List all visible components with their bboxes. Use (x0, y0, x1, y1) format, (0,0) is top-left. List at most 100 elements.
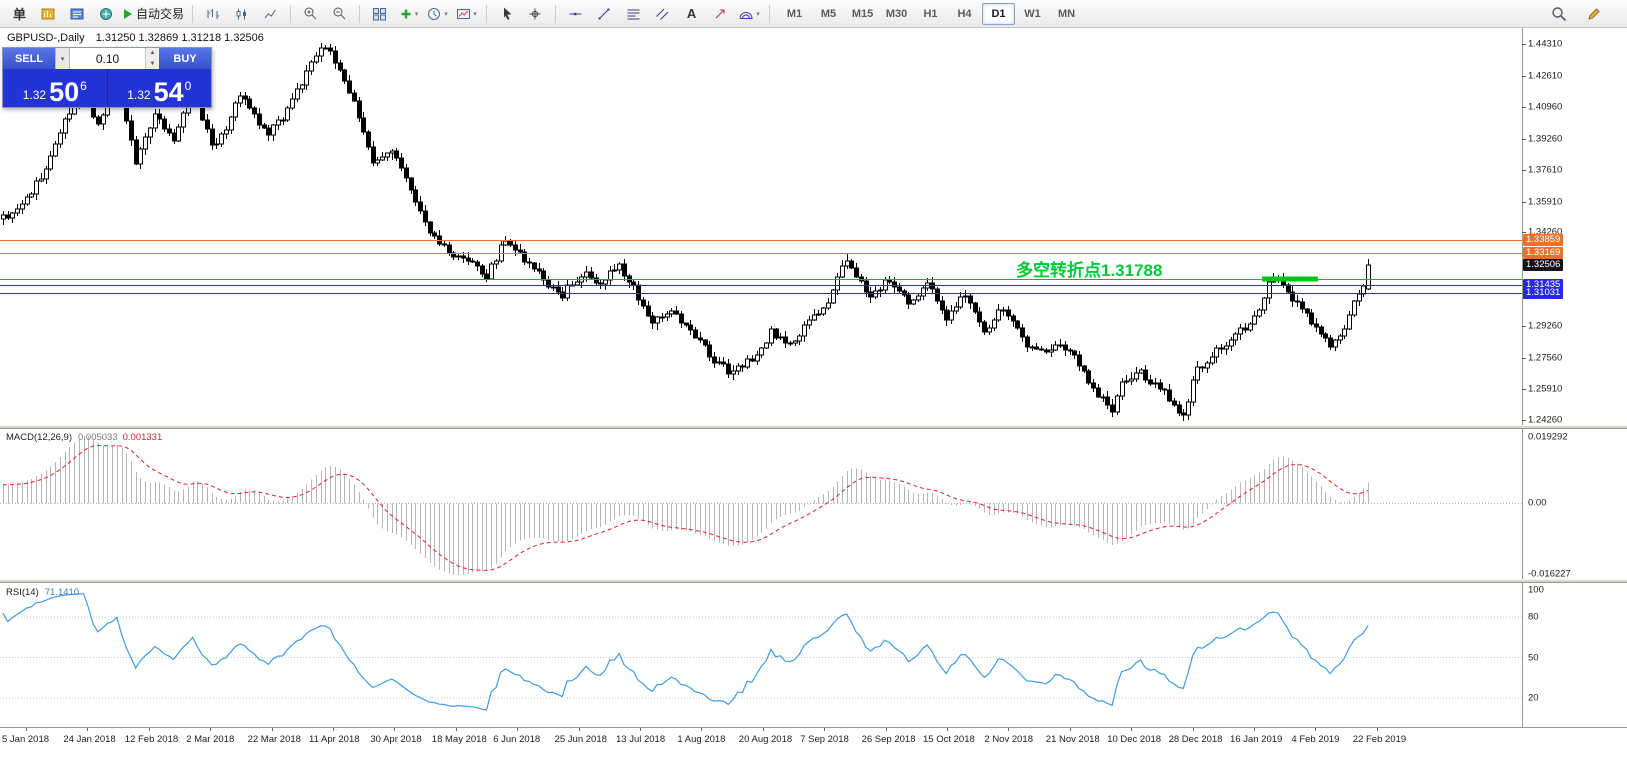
buy-price-prefix: 1.32 (127, 88, 151, 102)
trade-options-dropdown[interactable]: ▾ (55, 48, 70, 69)
chart-title: GBPUSD-,Daily 1.31250 1.32869 1.31218 1.… (7, 32, 264, 44)
arrows-icon[interactable] (707, 3, 734, 25)
symbol-period-label: GBPUSD-,Daily (7, 32, 85, 44)
zoom-out-icon[interactable] (326, 3, 353, 25)
pivot-highlight-segment (1262, 276, 1318, 282)
indicators-icon[interactable]: ▾ (395, 3, 422, 25)
date-tick (26, 728, 27, 731)
y-axis-label: 1.37610 (1528, 164, 1563, 176)
templates-icon[interactable]: ▾ (453, 3, 480, 25)
price-axis-border (1522, 28, 1523, 727)
edit-pencil-icon[interactable] (1580, 3, 1607, 25)
zoom-in-icon[interactable] (297, 3, 324, 25)
periods-icon[interactable]: ▾ (424, 3, 451, 25)
timeframe-w1[interactable]: W1 (1024, 7, 1041, 20)
line-chart-icon[interactable] (257, 3, 284, 25)
timeframe-m30[interactable]: M30 (885, 7, 908, 20)
volume-input[interactable]: 0.10 (95, 51, 120, 66)
date-label: 13 Jul 2018 (616, 734, 666, 745)
date-tick (885, 728, 887, 731)
rsi-label: RSI(14) 71.1410 (6, 587, 80, 598)
y-axis-tick (1522, 358, 1526, 359)
y-axis-tick (1522, 232, 1526, 233)
y-axis-tick (1522, 107, 1526, 108)
horizontal-line-icon[interactable] (562, 3, 589, 25)
date-label: 12 Feb 2018 (124, 734, 179, 745)
text-label-icon-glyph: A (686, 6, 697, 21)
date-tick (271, 728, 273, 731)
bar-chart-icon[interactable] (199, 3, 226, 25)
date-tick (455, 728, 457, 731)
main-macd-splitter[interactable] (0, 425, 1627, 429)
one-click-trading-panel: SELL ▾ 0.10 ▲ ▼ BUY 1.32 50 6 1.32 54 (2, 47, 212, 108)
macd-rsi-splitter[interactable] (0, 579, 1627, 583)
date-label: 28 Dec 2018 (1168, 734, 1223, 745)
rsi-line (2, 593, 1369, 711)
date-label: 10 Dec 2018 (1107, 734, 1162, 745)
cycle-lines-icon[interactable]: ▾ (736, 3, 763, 25)
fibonacci-icon[interactable] (620, 3, 647, 25)
chevron-down-icon: ▾ (414, 10, 419, 18)
toolbar-separator (192, 4, 194, 23)
macd-scale-top: 0.019292 (1528, 431, 1568, 443)
date-label: 15 Oct 2018 (923, 734, 975, 745)
date-tick (210, 728, 212, 731)
y-axis-label: 1.44310 (1528, 38, 1563, 50)
timeframe-h1[interactable]: H1 (923, 7, 938, 20)
y-axis-label: 1.25910 (1528, 383, 1563, 395)
market-watch-icon[interactable] (64, 3, 91, 25)
chevron-down-icon: ▾ (473, 10, 477, 18)
candlestick-chart-icon[interactable] (228, 3, 255, 25)
date-tick (148, 728, 150, 731)
date-tick (1131, 728, 1133, 731)
time-axis[interactable]: 5 Jan 2018 24 Jan 2018 12 Feb 2018 2 Mar 20… (0, 727, 1627, 772)
y-axis-tick (1522, 420, 1526, 421)
y-axis-label: 1.40960 (1528, 101, 1563, 113)
macd-label: MACD(12,26,9) 0.005033 0.001331 (6, 432, 163, 443)
navigator-icon[interactable] (93, 3, 120, 25)
buy-button[interactable]: BUY (159, 48, 211, 69)
cursor-icon[interactable] (493, 3, 520, 25)
date-label: 11 Apr 2018 (309, 734, 360, 745)
buy-price-sup: 0 (184, 79, 192, 93)
spin-down-icon[interactable]: ▼ (146, 58, 159, 69)
timeframe-mn[interactable]: MN (1057, 7, 1076, 20)
date-tick (333, 728, 334, 731)
spin-up-icon[interactable]: ▲ (146, 48, 159, 59)
new-order-button[interactable]: 单 (6, 3, 33, 25)
new-order-button-glyph: 单 (12, 7, 26, 22)
tile-windows-icon[interactable] (366, 3, 393, 25)
rsi-value: 71.1410 (44, 587, 80, 598)
sell-button[interactable]: SELL (3, 48, 55, 69)
timeframe-m1[interactable]: M1 (786, 7, 803, 20)
date-tick (824, 728, 826, 731)
timeframe-m15[interactable]: M15 (851, 7, 874, 20)
y-axis-label: 1.27560 (1528, 352, 1563, 364)
volume-field-wrap: 0.10 ▲ ▼ (70, 48, 159, 69)
macd-signal-value: 0.001331 (122, 432, 163, 443)
date-label: 5 Jan 2018 (2, 734, 50, 745)
channel-icon[interactable] (649, 3, 676, 25)
search-icon[interactable] (1545, 3, 1572, 25)
crosshair-icon[interactable] (522, 3, 549, 25)
date-tick (762, 728, 764, 731)
chevron-down-icon: ▾ (756, 10, 760, 18)
timeframe-h4[interactable]: H4 (957, 7, 972, 20)
chevron-down-icon: ▾ (444, 10, 448, 18)
y-axis-tick (1522, 202, 1526, 203)
sell-price-display[interactable]: 1.32 50 6 (3, 69, 108, 107)
buy-price-display[interactable]: 1.32 54 0 (108, 69, 212, 107)
trendline-icon[interactable] (591, 3, 618, 25)
text-label-icon[interactable]: A (678, 3, 705, 25)
timeframe-d1[interactable]: D1 (982, 2, 1016, 25)
charts-stack-icon[interactable] (35, 3, 62, 25)
autotrading-button[interactable]: 自动交易 (122, 3, 186, 25)
date-label: 24 Jan 2018 (63, 734, 116, 745)
volume-spinner[interactable]: ▲ ▼ (145, 48, 159, 69)
toolbar-separator (555, 4, 557, 23)
rsi-scale-label: 100 (1528, 584, 1544, 596)
date-label: 4 Feb 2019 (1291, 734, 1340, 745)
timeframe-m5[interactable]: M5 (820, 7, 837, 20)
y-axis-tick (1522, 326, 1526, 327)
date-label: 25 Jun 2018 (554, 734, 607, 745)
